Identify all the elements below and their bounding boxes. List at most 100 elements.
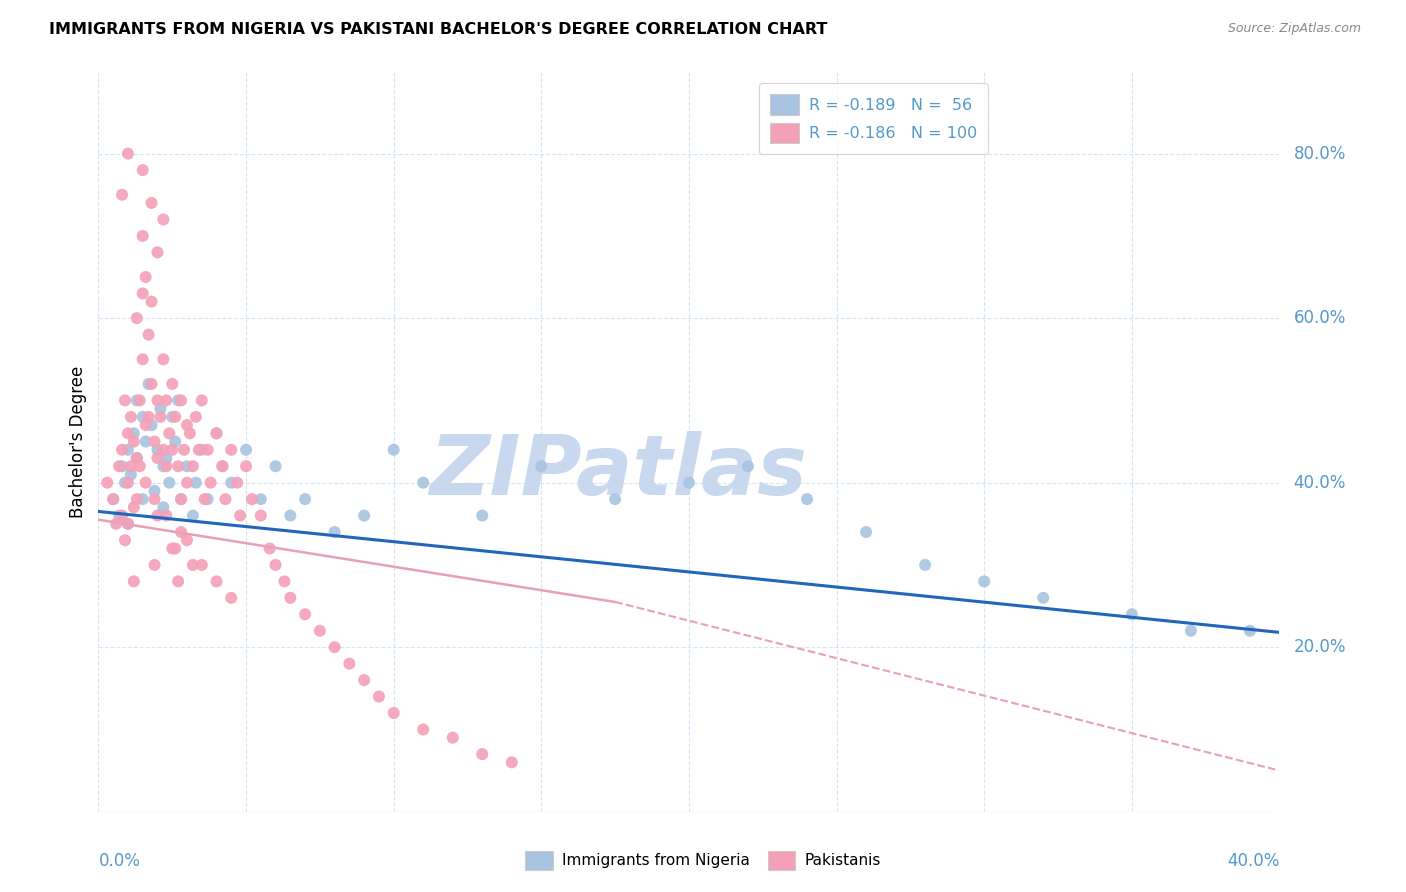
Point (122, 426, 145, 441)
Point (105, 516, 128, 531)
Text: 60.0%: 60.0% (1294, 310, 1346, 327)
Point (181, 558, 204, 572)
Point (149, 409, 172, 424)
Point (122, 500, 145, 515)
Text: ZIPatlas: ZIPatlas (429, 431, 807, 512)
Point (135, 418, 157, 433)
Point (141, 418, 163, 433)
Point (173, 442, 195, 457)
Point (111, 442, 134, 457)
Point (117, 146, 139, 161)
Point (221, 475, 243, 490)
Point (128, 459, 150, 474)
Point (111, 187, 134, 202)
Point (132, 163, 155, 178)
Point (737, 459, 759, 474)
Point (368, 690, 391, 704)
Point (157, 426, 180, 441)
Point (103, 492, 125, 507)
Point (235, 459, 257, 474)
Point (162, 376, 183, 391)
Point (176, 459, 198, 474)
Text: 40.0%: 40.0% (1227, 853, 1279, 871)
Point (412, 475, 434, 490)
Point (914, 558, 936, 572)
Point (1239, 624, 1261, 638)
Point (179, 426, 201, 441)
Point (191, 558, 214, 572)
Text: Source: ZipAtlas.com: Source: ZipAtlas.com (1227, 22, 1361, 36)
Point (973, 574, 995, 589)
Point (339, 657, 361, 671)
Point (114, 393, 136, 408)
Point (205, 426, 228, 441)
Point (170, 524, 193, 539)
Point (146, 442, 169, 457)
Point (264, 558, 287, 572)
Point (205, 426, 228, 441)
Point (128, 393, 150, 408)
Point (294, 492, 316, 507)
Point (114, 475, 136, 490)
Point (250, 492, 273, 507)
Point (214, 492, 236, 507)
Point (309, 624, 332, 638)
Point (294, 607, 316, 622)
Point (221, 591, 243, 605)
Point (146, 245, 169, 260)
Point (138, 327, 160, 342)
Point (176, 418, 198, 433)
Point (170, 393, 193, 408)
Point (143, 434, 166, 449)
Point (280, 591, 302, 605)
Point (138, 409, 160, 424)
Point (122, 434, 145, 449)
Point (111, 508, 134, 523)
Point (197, 442, 219, 457)
Point (501, 756, 523, 770)
Point (167, 459, 190, 474)
Point (138, 376, 160, 391)
Point (194, 492, 217, 507)
Point (152, 212, 174, 227)
Point (187, 442, 209, 457)
Point (135, 270, 157, 285)
Point (146, 450, 169, 465)
Point (117, 475, 139, 490)
Point (259, 541, 281, 556)
Point (181, 508, 204, 523)
Point (152, 442, 174, 457)
Point (125, 450, 148, 465)
Point (125, 492, 148, 507)
Point (165, 434, 187, 449)
Point (170, 492, 193, 507)
Point (165, 541, 187, 556)
Text: 80.0%: 80.0% (1294, 145, 1346, 162)
Legend: Immigrants from Nigeria, Pakistanis: Immigrants from Nigeria, Pakistanis (517, 843, 889, 877)
Point (1121, 607, 1143, 622)
Point (111, 459, 134, 474)
Text: 20.0%: 20.0% (1294, 638, 1346, 657)
Point (155, 450, 177, 465)
Point (412, 723, 434, 737)
Point (146, 393, 169, 408)
Point (1032, 591, 1054, 605)
Point (205, 574, 228, 589)
Y-axis label: Bachelor's Degree: Bachelor's Degree (69, 366, 87, 517)
Point (382, 706, 405, 720)
Point (143, 558, 166, 572)
Point (211, 459, 233, 474)
Point (157, 475, 180, 490)
Point (155, 393, 177, 408)
Point (530, 459, 553, 474)
Point (120, 467, 142, 482)
Point (141, 294, 163, 309)
Point (229, 508, 252, 523)
Point (132, 409, 155, 424)
Point (165, 409, 187, 424)
Point (120, 409, 142, 424)
Point (117, 442, 139, 457)
Point (132, 228, 155, 243)
Point (353, 673, 375, 687)
Point (146, 508, 169, 523)
